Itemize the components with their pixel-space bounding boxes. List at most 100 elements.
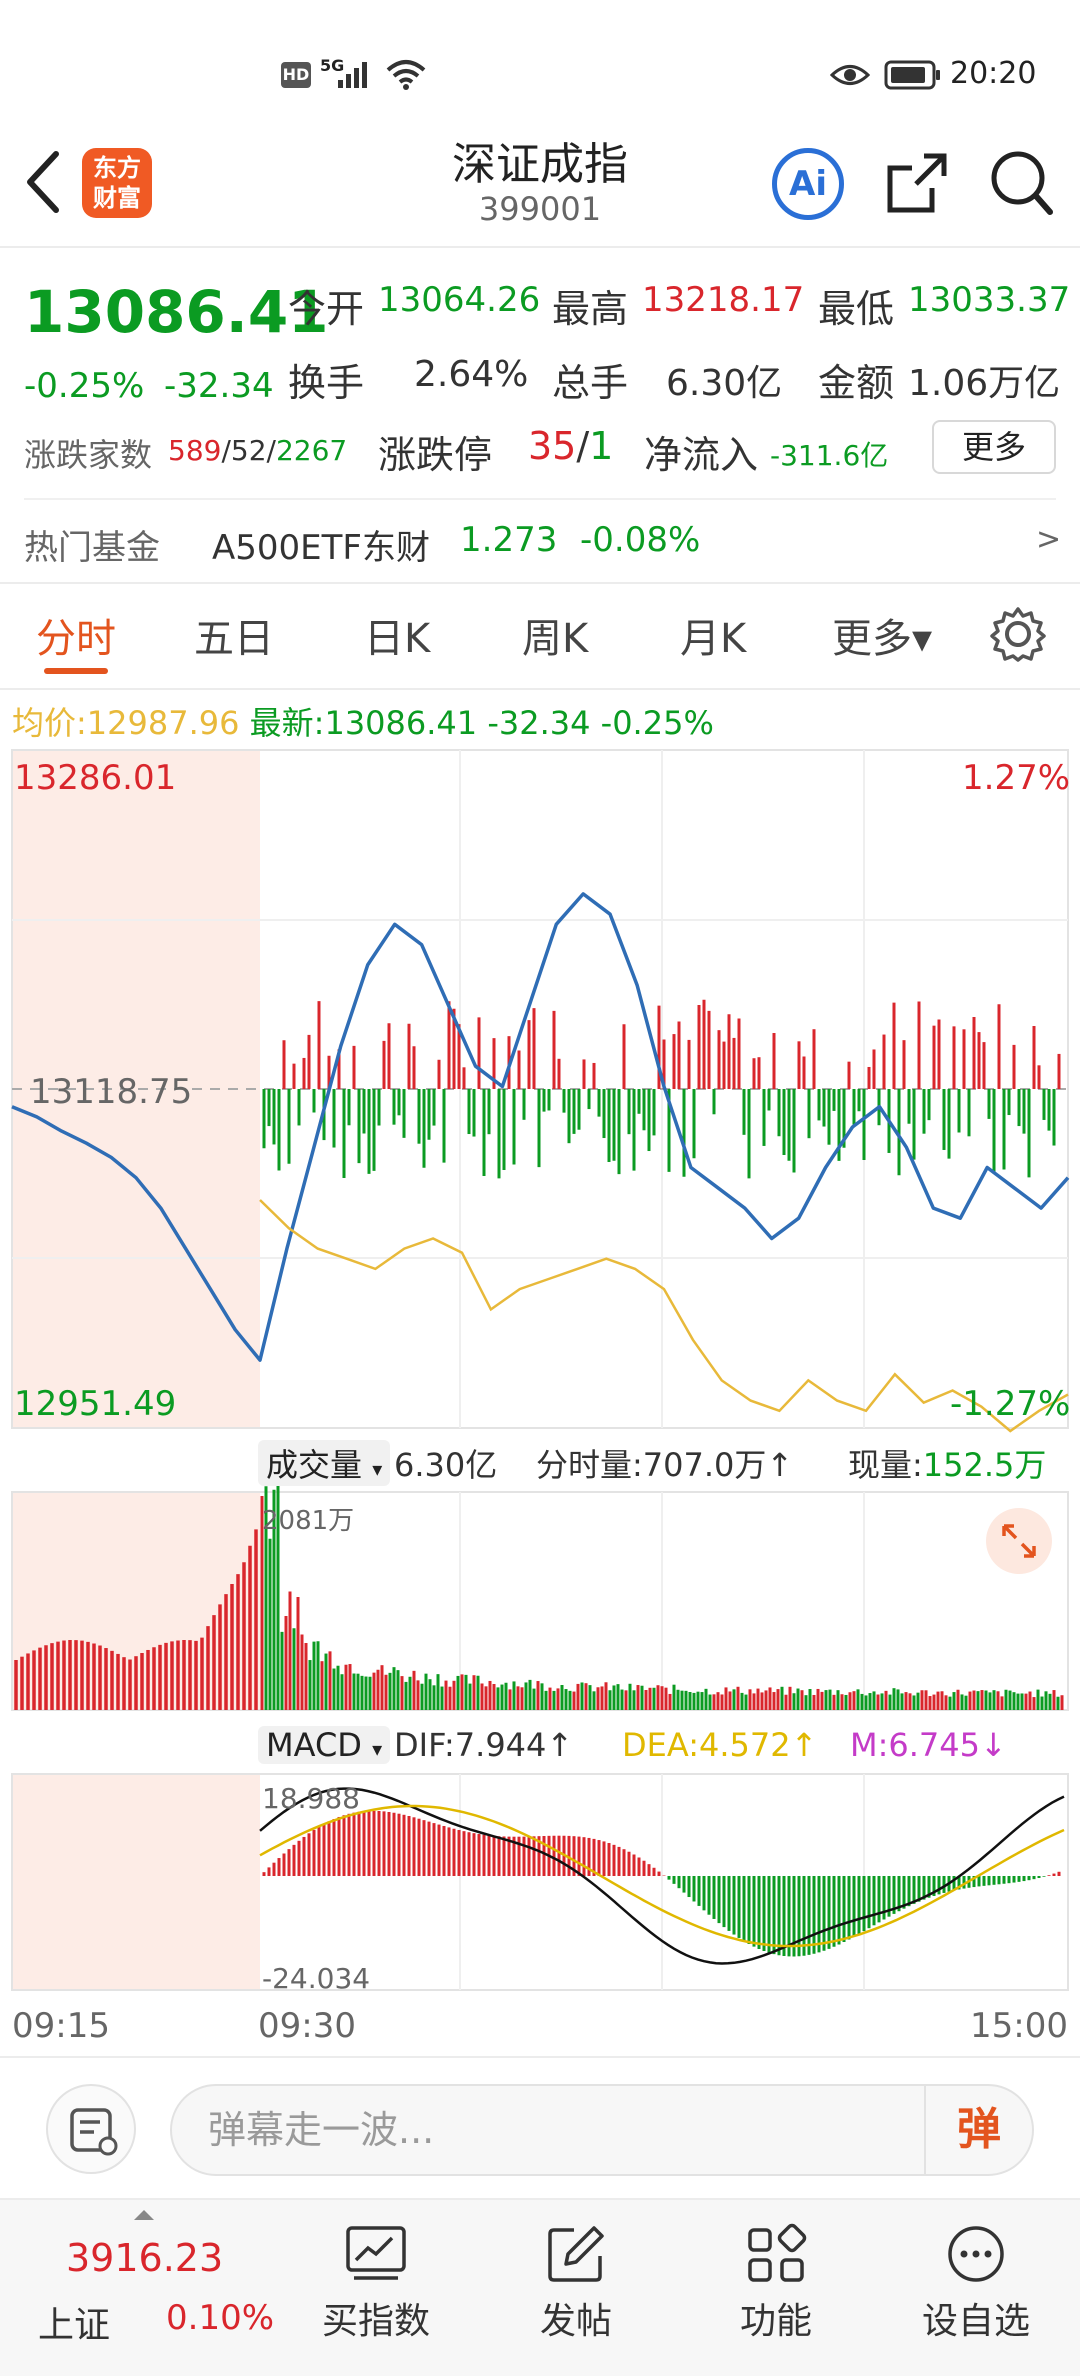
gear-icon[interactable] xyxy=(990,606,1046,662)
avg-value: 12987.96 xyxy=(86,704,240,742)
header-divider xyxy=(0,246,1080,248)
macd-dif: DIF:7.944↑ xyxy=(394,1726,574,1764)
breadth-down: 2267 xyxy=(275,434,348,467)
last-price: 13086.41 xyxy=(24,278,329,346)
hot-fund-label: 热门基金 xyxy=(24,528,160,568)
comment-settings-button[interactable] xyxy=(46,2084,136,2174)
danmu-label: 弹 xyxy=(957,2104,1001,2155)
low-label: 最低 xyxy=(818,287,895,331)
stock-code: 399001 xyxy=(478,190,602,228)
status-bar: HD 5G 20:20 xyxy=(0,0,1080,150)
wifi-icon xyxy=(386,60,426,90)
time-label-0930: 09:30 xyxy=(258,2006,356,2046)
ai-button[interactable]: Ai xyxy=(772,148,844,220)
share-icon[interactable] xyxy=(884,150,950,216)
comment-settings-icon xyxy=(70,2108,118,2156)
macd-chip-label: MACD xyxy=(266,1726,362,1764)
logo-text-1: 东方 xyxy=(93,154,141,182)
nav-add-watchlist[interactable]: 设自选 xyxy=(886,2200,1066,2376)
current-volume-label: 现量: xyxy=(848,1446,923,1484)
nav-label-post: 发帖 xyxy=(539,2301,612,2342)
nav-functions[interactable]: 功能 xyxy=(686,2200,866,2376)
nav-label-buy-index: 买指数 xyxy=(321,2301,430,2342)
latest-change-pct: -0.25% xyxy=(600,704,714,742)
high-label: 最高 xyxy=(552,287,629,331)
tab-intraday[interactable]: 分时 xyxy=(36,616,116,662)
limit-down: 1 xyxy=(589,424,614,468)
fund-divider xyxy=(0,582,1080,584)
dif-line xyxy=(259,1787,1065,1965)
nav-buy-index[interactable]: 买指数 xyxy=(286,2200,466,2376)
open-value: 13064.26 xyxy=(378,280,541,320)
edit-icon xyxy=(548,2226,604,2282)
breadth-label: 涨跌家数 xyxy=(24,436,153,474)
breadth-values: 589/52/2267 xyxy=(168,434,348,467)
open-label: 今开 xyxy=(288,287,365,331)
bottom-nav: 3916.23 上证 0.10% 买指数 发帖 功能 设自选 xyxy=(0,2198,1080,2376)
tab-daily-k[interactable]: 日K xyxy=(364,616,431,662)
dea-line xyxy=(259,1804,1065,1948)
hd-icon: HD xyxy=(281,62,311,88)
turnover-label: 换手 xyxy=(288,361,365,405)
y-bottom-label: 12951.49 xyxy=(14,1384,177,1424)
macd-indicator-select[interactable]: MACD ▾ xyxy=(258,1726,391,1764)
page-title: 深证成指 xyxy=(452,139,628,190)
intraday-chart[interactable] xyxy=(0,740,1080,2040)
quote-more-button[interactable]: 更多 xyxy=(932,420,1056,474)
macd-top-label: 18.988 xyxy=(262,1782,360,1815)
5g-label: 5G xyxy=(320,56,345,75)
index-value: 3916.23 xyxy=(66,2236,224,2280)
macd-m: M:6.745↓ xyxy=(850,1726,1007,1764)
limit-label: 涨跌停 xyxy=(378,433,493,477)
hot-fund-name[interactable]: A500ETF东财 xyxy=(212,528,430,568)
price-line xyxy=(11,892,1070,1362)
nav-index-ticker[interactable]: 3916.23 上证 0.10% xyxy=(20,2200,274,2376)
back-arrow-icon[interactable] xyxy=(22,150,62,214)
latest-label: 最新: xyxy=(249,704,325,742)
current-volume-value: 152.5万 xyxy=(922,1446,1047,1484)
tab-five-day[interactable]: 五日 xyxy=(194,616,274,662)
volume-value: 6.30亿 xyxy=(666,363,783,404)
tab-underline xyxy=(44,668,108,674)
nav-label-add-watchlist: 设自选 xyxy=(921,2301,1030,2342)
header: 东方 财富 深证成指 399001 Ai xyxy=(0,128,1080,248)
turnover-value: 2.64% xyxy=(414,354,529,395)
volume-indicator-select[interactable]: 成交量 ▾ xyxy=(258,1440,391,1486)
quote-divider xyxy=(24,498,1056,500)
tab-monthly-k[interactable]: 月K xyxy=(680,616,747,662)
netflow-value: -311.6亿 xyxy=(770,439,889,472)
hot-fund-arrow[interactable]: > xyxy=(1036,522,1062,557)
nav-post[interactable]: 发帖 xyxy=(486,2200,666,2376)
volume-label: 总手 xyxy=(552,361,629,405)
amount-value: 1.06万亿 xyxy=(908,363,1061,404)
pct-bottom-label: -1.27% xyxy=(950,1384,1071,1424)
ai-label: Ai xyxy=(789,164,827,204)
tabs-divider xyxy=(0,688,1080,690)
y-mid-label: 13118.75 xyxy=(30,1072,193,1112)
eye-icon xyxy=(830,65,870,85)
more-dots-icon xyxy=(948,2226,1004,2282)
caret-up-icon xyxy=(134,2210,154,2220)
tab-more[interactable]: 更多▾ xyxy=(832,616,933,662)
macd-pre-shade xyxy=(12,1774,260,1990)
netflow-label: 净流入 xyxy=(644,433,759,477)
danmu-button[interactable]: 弹 xyxy=(924,2086,1032,2174)
expand-button[interactable] xyxy=(986,1508,1052,1574)
minute-volume: 分时量:707.0万↑ xyxy=(536,1446,794,1484)
change-pct: -0.25% xyxy=(24,366,145,406)
pct-top-label: 1.27% xyxy=(962,758,1071,798)
volume-panel-frame xyxy=(11,1491,1069,1711)
y-top-label: 13286.01 xyxy=(14,758,177,798)
tab-weekly-k[interactable]: 周K xyxy=(522,616,589,662)
index-change: 0.10% xyxy=(166,2298,275,2338)
latest-value: 13086.41 xyxy=(324,704,478,742)
comment-input[interactable] xyxy=(208,2104,848,2156)
high-value: 13218.17 xyxy=(642,280,805,320)
index-name: 上证 xyxy=(38,2305,111,2346)
macd-panel-frame xyxy=(11,1773,1069,1991)
volume-chip-label: 成交量 xyxy=(266,1446,363,1484)
search-icon[interactable] xyxy=(988,148,1054,218)
breadth-up: 589 xyxy=(168,434,222,467)
hot-fund-price: 1.273 xyxy=(460,520,558,560)
logo-text-2: 财富 xyxy=(93,184,141,212)
